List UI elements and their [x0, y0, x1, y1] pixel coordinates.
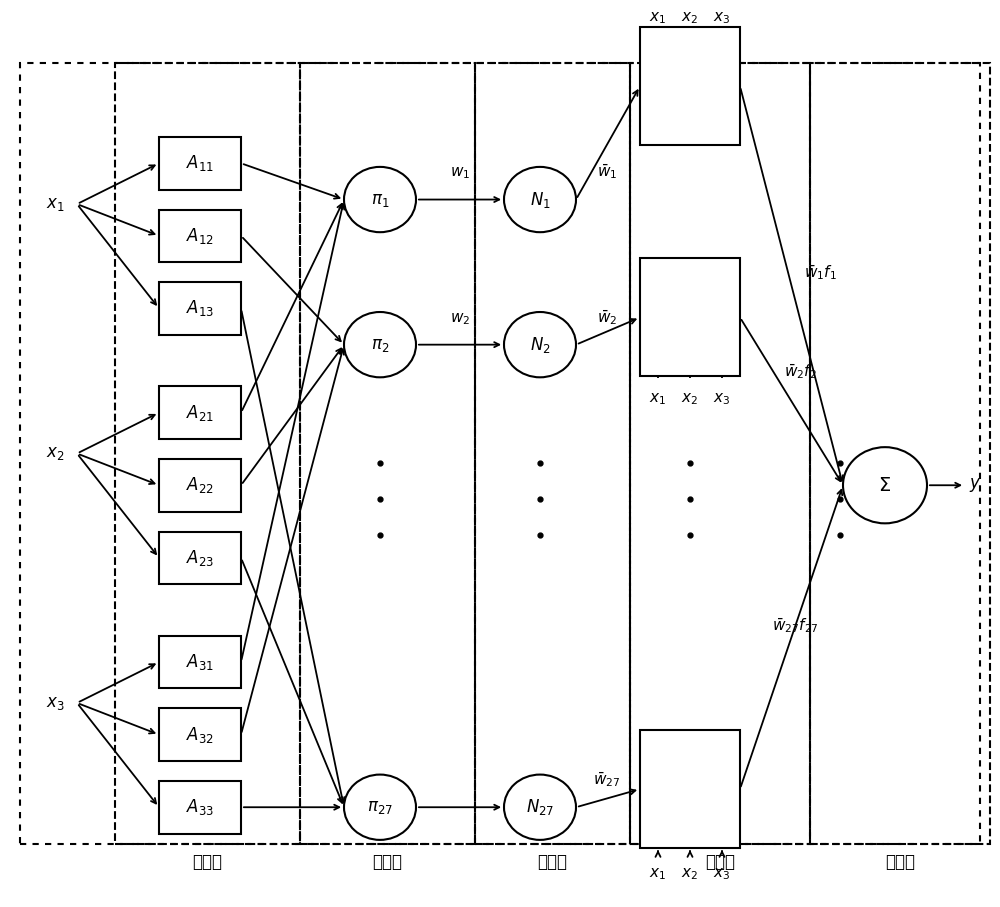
Text: $x_1$: $x_1$: [46, 195, 64, 213]
Bar: [640, 258, 740, 376]
Bar: [159, 459, 241, 512]
Text: $x_1$: $x_1$: [649, 10, 667, 26]
Text: $x_2$: $x_2$: [46, 444, 64, 463]
Circle shape: [344, 312, 416, 377]
Text: 第三层: 第三层: [538, 853, 568, 871]
Text: 第五层: 第五层: [885, 853, 915, 871]
Bar: [159, 708, 241, 761]
Bar: [159, 532, 241, 584]
Text: $N_{27}$: $N_{27}$: [526, 797, 554, 817]
Bar: [159, 386, 241, 439]
Bar: [159, 781, 241, 834]
Text: $\pi_1$: $\pi_1$: [371, 190, 389, 209]
Text: $N_1$: $N_1$: [530, 190, 550, 210]
Bar: [640, 730, 740, 848]
Text: 第二层: 第二层: [372, 853, 402, 871]
Circle shape: [843, 447, 927, 523]
Text: $x_1$: $x_1$: [649, 866, 667, 883]
Text: $\Sigma$: $\Sigma$: [879, 476, 892, 494]
Text: $A_{12}$: $A_{12}$: [186, 226, 214, 246]
Text: $A_{11}$: $A_{11}$: [186, 153, 214, 173]
Text: $A_{32}$: $A_{32}$: [186, 725, 214, 745]
Bar: [159, 210, 241, 262]
Bar: [475, 63, 630, 844]
Text: $x_1$: $x_1$: [649, 391, 667, 407]
Text: $A_{23}$: $A_{23}$: [186, 548, 214, 568]
Circle shape: [344, 167, 416, 232]
Text: $\pi_{27}$: $\pi_{27}$: [367, 798, 393, 816]
Text: $A_{21}$: $A_{21}$: [186, 403, 214, 423]
Text: $\bar{w}_{27} f_{27}$: $\bar{w}_{27} f_{27}$: [772, 617, 818, 635]
Text: $A_{31}$: $A_{31}$: [186, 652, 214, 672]
Circle shape: [504, 167, 576, 232]
Text: $x_3$: $x_3$: [713, 10, 731, 26]
Text: $A_{13}$: $A_{13}$: [186, 298, 214, 318]
Text: $\bar{w}_2$: $\bar{w}_2$: [597, 307, 617, 327]
Text: $w_{1}$: $w_{1}$: [450, 166, 470, 181]
Text: $\bar{w}_{27}$: $\bar{w}_{27}$: [593, 770, 621, 789]
Text: $x_3$: $x_3$: [46, 694, 64, 712]
Circle shape: [504, 312, 576, 377]
Text: $x_3$: $x_3$: [713, 866, 731, 883]
Circle shape: [504, 775, 576, 840]
Text: $x_2$: $x_2$: [681, 391, 699, 407]
Text: $\bar{w}_2 f_2$: $\bar{w}_2 f_2$: [784, 363, 816, 381]
Bar: [159, 137, 241, 190]
Bar: [115, 63, 300, 844]
Bar: [159, 282, 241, 335]
Text: $\pi_2$: $\pi_2$: [371, 336, 389, 354]
Bar: [20, 63, 980, 844]
Bar: [810, 63, 990, 844]
Bar: [159, 636, 241, 688]
Text: $x_2$: $x_2$: [681, 10, 699, 26]
Text: 第一层: 第一层: [192, 853, 222, 871]
Bar: [630, 63, 810, 844]
Text: $A_{33}$: $A_{33}$: [186, 797, 214, 817]
Text: $\bar{w}_1$: $\bar{w}_1$: [597, 162, 617, 181]
Bar: [300, 63, 475, 844]
Text: $x_2$: $x_2$: [681, 866, 699, 883]
Text: $x_3$: $x_3$: [713, 391, 731, 407]
Text: $\bar{w}_1 f_1$: $\bar{w}_1 f_1$: [804, 263, 836, 281]
Text: $y$: $y$: [969, 476, 981, 494]
Text: $w_{2}$: $w_{2}$: [450, 311, 470, 327]
Text: 第四层: 第四层: [705, 853, 735, 871]
Text: $N_2$: $N_2$: [530, 335, 550, 355]
Circle shape: [344, 775, 416, 840]
Bar: [640, 27, 740, 145]
Text: $A_{22}$: $A_{22}$: [186, 475, 214, 495]
